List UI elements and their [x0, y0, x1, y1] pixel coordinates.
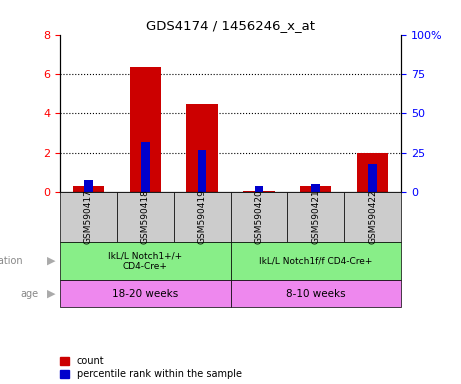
Text: GSM590419: GSM590419	[198, 190, 207, 244]
Bar	[130, 67, 161, 192]
Legend: count, percentile rank within the sample: count, percentile rank within the sample	[60, 356, 242, 379]
Text: IkL/L Notch1f/f CD4-Cre+: IkL/L Notch1f/f CD4-Cre+	[259, 257, 372, 266]
Text: GSM590420: GSM590420	[254, 190, 263, 244]
Bar	[73, 187, 104, 192]
Bar	[186, 104, 218, 192]
Bar	[300, 187, 331, 192]
Text: GSM590418: GSM590418	[141, 190, 150, 244]
Text: 18-20 weeks: 18-20 weeks	[112, 289, 178, 299]
Bar	[357, 153, 388, 192]
Bar	[141, 142, 149, 192]
Bar	[84, 180, 93, 192]
Text: ▶: ▶	[47, 256, 55, 266]
Text: ▶: ▶	[47, 289, 55, 299]
Text: GSM590421: GSM590421	[311, 190, 320, 244]
Title: GDS4174 / 1456246_x_at: GDS4174 / 1456246_x_at	[146, 19, 315, 32]
Text: age: age	[21, 289, 39, 299]
Bar	[254, 186, 263, 192]
Bar	[312, 184, 320, 192]
Text: GSM590422: GSM590422	[368, 190, 377, 244]
Text: 8-10 weeks: 8-10 weeks	[286, 289, 346, 299]
Text: IkL/L Notch1+/+
CD4-Cre+: IkL/L Notch1+/+ CD4-Cre+	[108, 252, 182, 271]
Bar	[368, 164, 377, 192]
Text: genotype/variation: genotype/variation	[0, 256, 23, 266]
Bar	[198, 150, 207, 192]
Text: GSM590417: GSM590417	[84, 190, 93, 244]
Bar	[243, 191, 275, 192]
